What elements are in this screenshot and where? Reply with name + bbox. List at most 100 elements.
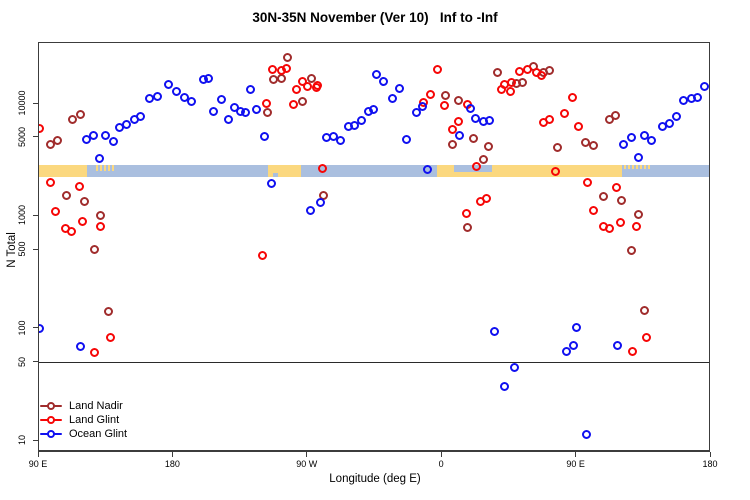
y-tick-mark [33,248,38,250]
x-tick-label: 180 [164,459,180,469]
data-point [80,196,90,206]
data-point [68,115,78,125]
map-strip-land-segment [267,165,301,177]
data-point [616,217,626,227]
legend-label: Land Glint [69,414,120,426]
y-tick-mark [33,136,38,138]
data-point [51,207,61,217]
data-point [506,86,516,96]
data-point [172,86,182,96]
data-point [306,206,316,216]
data-point [262,99,272,109]
data-point [101,131,111,141]
data-point [82,135,92,145]
data-point [336,136,346,146]
legend-circle [47,430,55,438]
data-point [440,101,450,111]
data-point [632,221,642,231]
data-point [537,71,547,81]
data-point [316,198,326,208]
legend-marker-land-nadir-icon [40,401,62,411]
data-point [441,90,451,100]
x-tick-label: 180 [702,459,718,469]
data-point [46,140,56,150]
data-point [369,105,379,115]
data-point [605,115,615,125]
data-point [485,116,495,126]
map-strip-land-segment [623,165,650,170]
data-point [484,142,494,152]
x-tick-label: 90 E [566,459,585,469]
y-tick-label: 50 [17,356,27,367]
data-point [258,250,268,260]
plot-area [38,42,710,452]
data-point [388,93,398,103]
legend-item: Land Glint [40,413,127,427]
data-point [262,107,272,117]
data-point [562,346,572,356]
data-point [372,70,382,80]
data-point [574,122,584,132]
data-point [523,65,533,75]
data-point [90,347,100,357]
data-point [153,92,163,102]
data-point [619,140,629,150]
data-point [282,63,292,73]
legend-label: Ocean Glint [69,428,128,440]
data-point [357,116,367,126]
data-point [78,217,88,227]
data-point [583,178,593,188]
data-point [463,223,473,233]
x-tick-label: 90 E [28,459,48,469]
y-tick-mark [33,102,38,104]
data-point [634,210,644,219]
data-point [418,102,428,111]
data-point [634,153,644,163]
map-strip-ocean-base [38,165,710,177]
data-point [303,82,313,92]
y-tick-label: 500 [17,241,27,257]
data-point [136,112,146,122]
data-point [589,206,599,216]
x-tick-mark [306,452,308,457]
data-point [582,430,592,440]
data-point [313,81,323,91]
y-tick-mark [33,439,38,441]
plot-border [38,42,710,452]
data-point [402,135,412,145]
data-point [472,162,482,172]
data-point [209,107,219,117]
data-point [145,93,155,103]
legend-item: Ocean Glint [40,427,127,441]
data-point [106,333,116,343]
legend: Land Nadir Land Glint Ocean Glint [40,399,127,441]
data-point [497,85,507,95]
data-point [298,77,308,87]
chart-title: 30N-35N November (Ver 10) Inf to -Inf [252,10,498,25]
data-point [628,346,638,356]
data-point [53,136,63,146]
data-point [395,84,405,94]
data-point [462,209,472,219]
x-axis-label: Longitude (deg E) [329,473,421,485]
data-point [104,307,114,317]
data-point [76,110,86,120]
legend-marker-land-glint-icon [40,415,62,425]
data-point [412,108,422,118]
legend-label: Land Nadir [69,400,123,412]
data-point [466,104,476,114]
data-point [455,131,465,141]
data-point [665,119,675,129]
data-point [539,118,549,128]
data-point [599,192,609,202]
data-point [647,136,657,146]
legend-item: Land Nadir [40,399,127,413]
data-point [423,165,433,175]
map-strip-land-segment [95,165,115,172]
data-point [454,117,464,127]
data-point [67,227,77,237]
data-point [109,137,119,147]
data-point [627,133,637,143]
data-point [298,97,308,107]
